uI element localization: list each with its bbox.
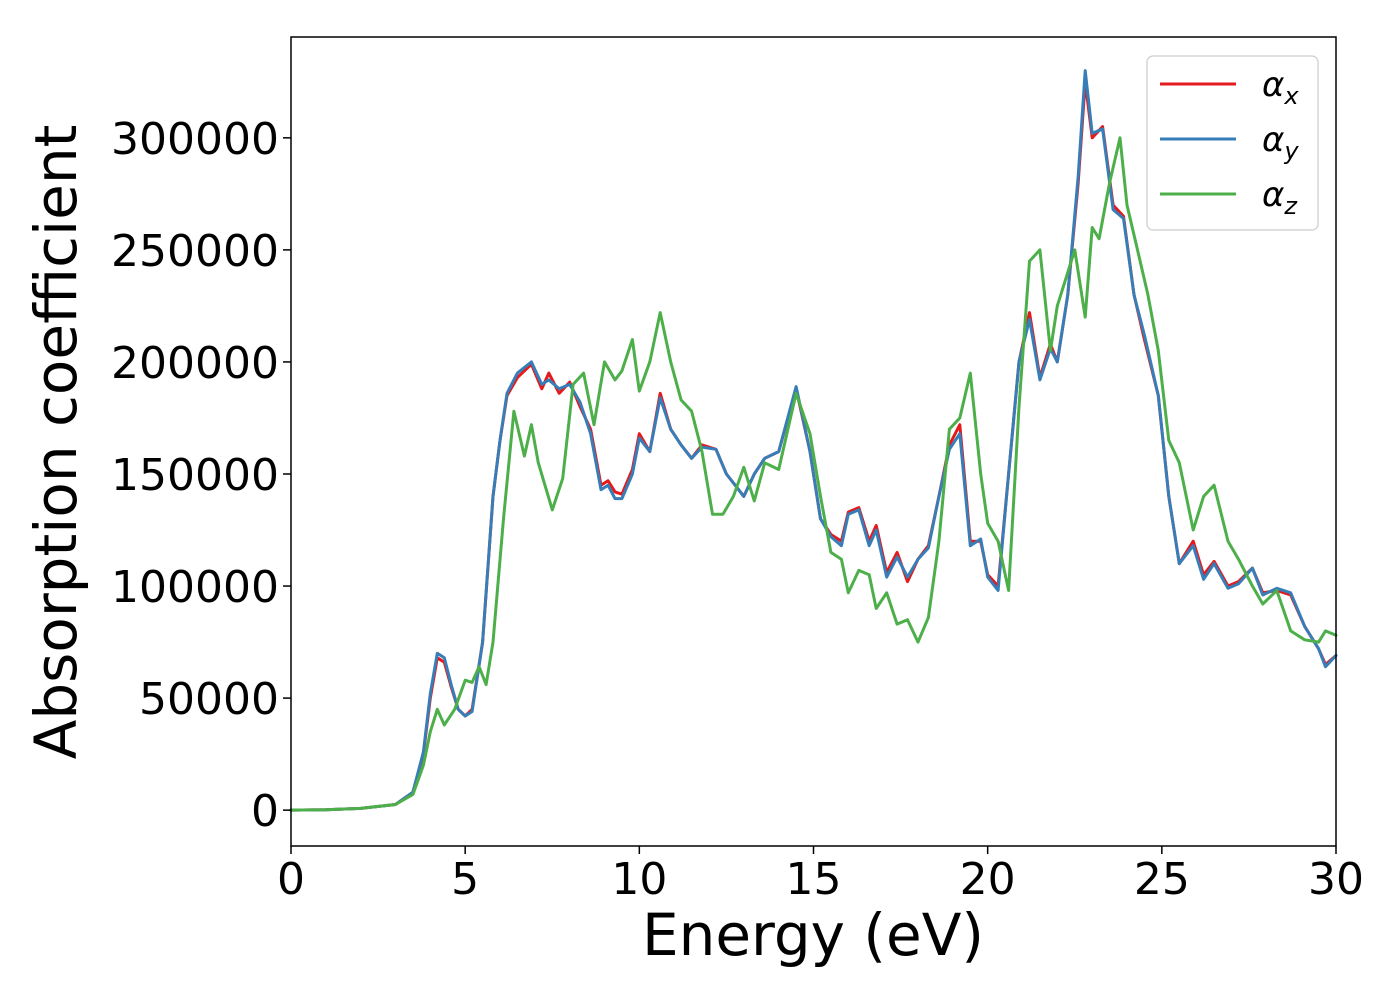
x-axis-title: Energy (eV): [642, 901, 984, 969]
x-tick-label: 0: [277, 854, 305, 905]
legend-box: [1146, 55, 1319, 231]
y-tick-label: 50000: [139, 674, 279, 725]
series-layer: [289, 69, 1338, 812]
y-axis-title: Absorption coefficient: [22, 125, 90, 760]
y-tick-label: 0: [251, 786, 279, 837]
y-tick-label: 250000: [111, 226, 279, 277]
series-line-y: [289, 69, 1338, 812]
x-tick-label: 5: [451, 854, 479, 905]
y-tick-label: 150000: [111, 450, 279, 501]
x-tick-label: 10: [611, 854, 667, 905]
legend-label-z: αz: [1262, 175, 1298, 220]
x-tick-label: 30: [1308, 854, 1364, 905]
y-tick-label: 200000: [111, 338, 279, 389]
y-tick-label: 100000: [111, 562, 279, 613]
series-line-z: [289, 136, 1338, 812]
x-tick-label: 15: [786, 854, 842, 905]
x-tick-label: 25: [1134, 854, 1190, 905]
x-tick-label: 20: [960, 854, 1016, 905]
y-tick-label: 300000: [111, 114, 279, 165]
tick-layer: 0 5 10 15 20 25 30 0 50000 100000 150000 200000 2500…: [111, 114, 1364, 905]
